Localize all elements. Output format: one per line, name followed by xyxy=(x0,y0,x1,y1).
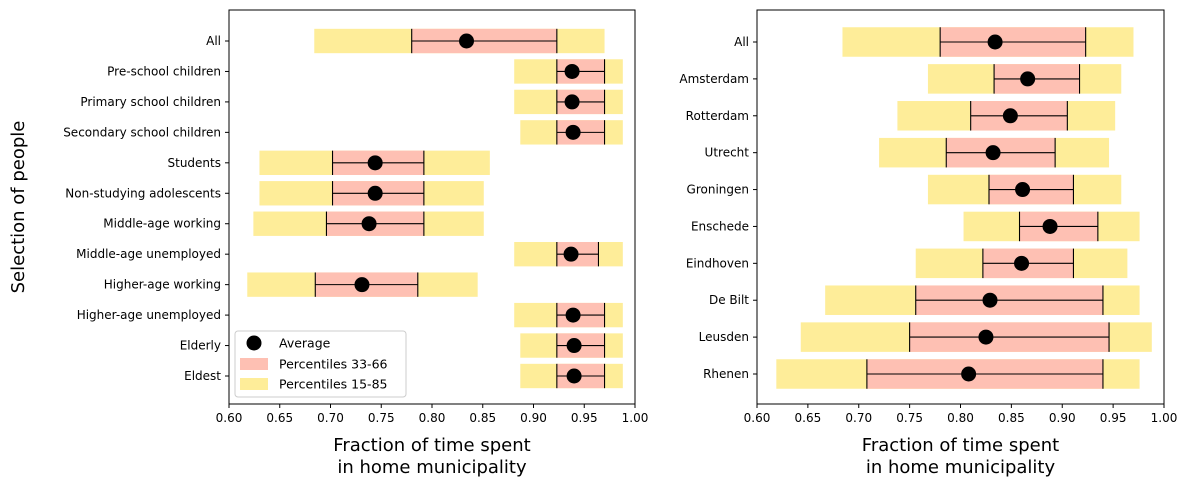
right-ytick-label-eindhoven: Eindhoven xyxy=(686,256,749,270)
left-xtick-label-0-95: 0.95 xyxy=(571,411,598,425)
right-xtick-label-0-70: 0.70 xyxy=(845,411,872,425)
left-ytick-label-pre-school-children: Pre-school children xyxy=(107,64,221,78)
right-ytick-label-de-bilt: De Bilt xyxy=(709,293,749,307)
left-xtick-label-0-70: 0.70 xyxy=(317,411,344,425)
left-average-marker-students xyxy=(367,155,383,171)
right-ytick-label-rotterdam: Rotterdam xyxy=(686,109,749,123)
legend-box xyxy=(234,330,407,398)
legend-swatch-p15-85 xyxy=(240,378,268,390)
left-ytick-label-elderly: Elderly xyxy=(180,339,221,353)
right-xtick-label-0-90: 0.90 xyxy=(1049,411,1076,425)
chart-left: All Pre-school children Primary school chi… xyxy=(8,9,649,478)
left-ytick-label-middle-age-unemployed: Middle-age unemployed xyxy=(76,247,221,261)
right-ytick-label-leusden: Leusden xyxy=(699,330,749,344)
right-ytick-label-rhenen: Rhenen xyxy=(703,367,749,381)
left-xtick-label-0-80: 0.80 xyxy=(419,411,446,425)
left-ytick-label-secondary-school-children: Secondary school children xyxy=(63,125,221,139)
left-xlabel-line-1: Fraction of time spent xyxy=(333,435,530,456)
legend-marker-average xyxy=(246,335,262,351)
right-average-marker-all xyxy=(987,34,1003,50)
right-average-marker-de-bilt xyxy=(982,292,998,308)
left-average-marker-higher-age-working xyxy=(354,277,370,293)
left-ytick-label-non-studying-adolescents: Non-studying adolescents xyxy=(65,186,221,200)
right-xtick-label-0-65: 0.65 xyxy=(795,411,822,425)
left-ytick-label-all: All xyxy=(206,34,221,48)
legend-label-average: Average xyxy=(279,336,331,351)
left-average-marker-middle-age-working xyxy=(361,216,377,232)
right-ytick-label-all: All xyxy=(734,35,749,49)
left-xtick-label-0-65: 0.65 xyxy=(266,411,293,425)
right-ytick-label-utrecht: Utrecht xyxy=(705,146,750,160)
right-average-marker-rhenen xyxy=(961,366,977,382)
right-ytick-label-amsterdam: Amsterdam xyxy=(679,72,749,86)
left-xtick-label-0-85: 0.85 xyxy=(469,411,496,425)
right-xlabel-line-1: Fraction of time spent xyxy=(862,435,1059,456)
right-average-marker-amsterdam xyxy=(1020,71,1036,87)
legend-label-percentiles-15-85: Percentiles 15-85 xyxy=(279,377,387,392)
left-average-marker-all xyxy=(459,33,475,49)
left-ytick-label-higher-age-unemployed: Higher-age unemployed xyxy=(77,308,221,322)
right-average-marker-groningen xyxy=(1015,182,1031,198)
left-xtick-label-1-00: 1.00 xyxy=(622,411,649,425)
legend-swatch-p33-66 xyxy=(240,358,268,370)
right-xtick-label-0-85: 0.85 xyxy=(998,411,1025,425)
left-xtick-label-0-75: 0.75 xyxy=(368,411,395,425)
left-average-marker-eldest xyxy=(566,368,582,384)
right-xtick-label-0-80: 0.80 xyxy=(947,411,974,425)
right-average-marker-rotterdam xyxy=(1002,108,1018,124)
right-average-marker-leusden xyxy=(978,329,994,345)
left-ytick-label-eldest: Eldest xyxy=(184,369,221,383)
right-average-marker-eindhoven xyxy=(1014,255,1030,271)
left-ytick-label-middle-age-working: Middle-age working xyxy=(103,217,221,231)
legend-label-percentiles-33-66: Percentiles 33-66 xyxy=(279,357,388,372)
left-ytick-label-higher-age-working: Higher-age working xyxy=(104,278,221,292)
left-average-marker-secondary-school-children xyxy=(565,124,581,140)
chart-right: All Amsterdam Rotterdam Utrecht Groningen Ens… xyxy=(679,9,1178,478)
left-average-marker-pre-school-children xyxy=(564,63,580,79)
left-ytick-label-primary-school-children: Primary school children xyxy=(80,95,221,109)
left-ytick-label-students: Students xyxy=(168,156,222,170)
left-average-marker-elderly xyxy=(566,338,582,354)
right-xtick-label-0-75: 0.75 xyxy=(896,411,923,425)
left-xtick-label-0-60: 0.60 xyxy=(216,411,243,425)
right-xtick-label-0-60: 0.60 xyxy=(744,411,771,425)
right-xtick-label-0-95: 0.95 xyxy=(1100,411,1127,425)
right-average-marker-utrecht xyxy=(985,145,1001,161)
right-xtick-label-1-00: 1.00 xyxy=(1151,411,1178,425)
right-xlabel-line-2: in home municipality xyxy=(866,457,1056,478)
right-ytick-label-groningen: Groningen xyxy=(687,183,749,197)
left-average-marker-primary-school-children xyxy=(564,94,580,110)
left-average-marker-non-studying-adolescents xyxy=(367,185,383,201)
left-average-marker-higher-age-unemployed xyxy=(565,307,581,323)
left-xlabel-line-2: in home municipality xyxy=(337,457,527,478)
right-average-marker-enschede xyxy=(1042,218,1058,234)
left-ylabel: Selection of people xyxy=(8,121,29,294)
right-ytick-label-enschede: Enschede xyxy=(691,219,749,233)
left-xtick-label-0-90: 0.90 xyxy=(520,411,547,425)
left-average-marker-middle-age-unemployed xyxy=(563,246,579,262)
